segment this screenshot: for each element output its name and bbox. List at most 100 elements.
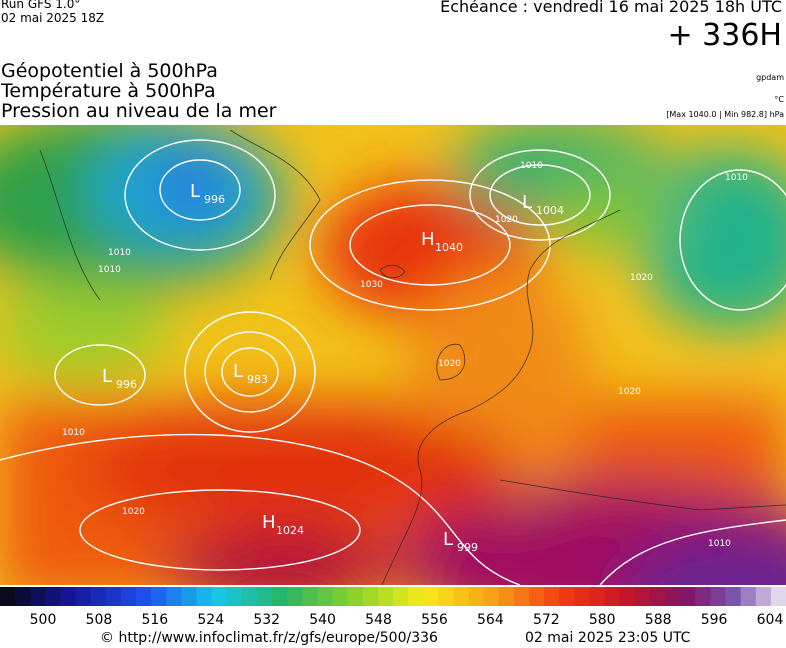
colorbar-swatch xyxy=(302,587,318,606)
unit-temperature: °C xyxy=(774,95,784,104)
colorbar-swatch xyxy=(423,587,439,606)
colorbar-swatch xyxy=(695,587,711,606)
isobar-label: 1020 xyxy=(618,387,641,397)
colorbar-swatch xyxy=(529,587,545,606)
colorbar-label: 500 xyxy=(30,612,57,628)
colorbar-label: 516 xyxy=(141,612,168,628)
isobar-label: 1010 xyxy=(725,173,748,183)
run-label: Run GFS 1.0° xyxy=(1,0,81,11)
colorbar-label: 556 xyxy=(421,612,448,628)
colorbar-swatch xyxy=(241,587,258,606)
colorbar-swatch xyxy=(665,587,681,606)
center-letter: L xyxy=(522,192,532,213)
center-value: 999 xyxy=(457,541,478,554)
colorbar-label: 596 xyxy=(701,612,728,628)
lead-time: + 336H xyxy=(667,18,783,53)
isobars xyxy=(0,139,786,585)
colorbar-label: 588 xyxy=(645,612,672,628)
center-value: 983 xyxy=(247,373,268,386)
colorbar-swatch xyxy=(196,587,213,606)
title-3: Pression au niveau de la mer xyxy=(1,100,277,122)
colorbar-swatch xyxy=(453,587,470,606)
center-letter: L xyxy=(233,361,243,382)
field xyxy=(0,125,786,585)
colorbar-swatch xyxy=(90,587,107,606)
colorbar-swatch xyxy=(634,587,651,606)
colorbar-swatch xyxy=(0,587,16,606)
colorbar-swatch xyxy=(256,587,273,606)
colorbar-swatch xyxy=(317,587,334,606)
center-letter: H xyxy=(421,229,435,250)
isobar-label: 1030 xyxy=(360,280,383,290)
colorbar-swatch xyxy=(105,587,122,606)
colorbar-swatch xyxy=(136,587,152,606)
center-value: 1004 xyxy=(536,204,564,217)
colorbar-swatch xyxy=(770,587,786,606)
coastlines xyxy=(39,129,786,585)
colorbar-label: 508 xyxy=(86,612,113,628)
colorbar-label: 548 xyxy=(365,612,392,628)
colorbar-swatch xyxy=(559,587,575,606)
center-letter: L xyxy=(190,181,200,202)
colorbar-swatch xyxy=(120,587,137,606)
colorbar-swatch xyxy=(544,587,560,606)
colorbar-swatch xyxy=(181,587,197,606)
center-value: 1040 xyxy=(435,241,463,254)
colorbar-swatch xyxy=(347,587,364,606)
colorbar-swatch xyxy=(377,587,394,606)
colorbar-swatch xyxy=(287,587,303,606)
isobar-label: 1010 xyxy=(708,539,731,549)
colorbar-swatch xyxy=(619,587,636,606)
colorbar-swatch xyxy=(574,587,590,606)
colorbar-swatch xyxy=(498,587,515,606)
colorbar-swatch xyxy=(408,587,424,606)
isobar-label: 1010 xyxy=(98,265,121,275)
colorbar-swatch xyxy=(393,587,409,606)
colorbar-swatch xyxy=(30,587,46,606)
isobar-label: 1020 xyxy=(630,273,653,283)
colorbar-swatch xyxy=(604,587,621,606)
colorbar-label: 580 xyxy=(589,612,616,628)
colorbar-swatch xyxy=(438,587,454,606)
colorbar-swatch xyxy=(75,587,92,606)
colorbar-label: 572 xyxy=(533,612,560,628)
center-letter: L xyxy=(102,366,112,387)
colorbar-swatch xyxy=(649,587,666,606)
colorbar-swatch xyxy=(740,587,757,606)
center-letter: L xyxy=(443,529,453,550)
colorbar-swatch xyxy=(45,587,61,606)
isobar-label: 1020 xyxy=(495,215,518,225)
colorbar-swatch xyxy=(589,587,606,606)
colorbar-swatch xyxy=(513,587,530,606)
source-url: © http://www.infoclimat.fr/z/gfs/europe/… xyxy=(100,630,438,646)
colorbar-swatch xyxy=(272,587,288,606)
colorbar-swatch xyxy=(725,587,742,606)
colorbar-swatch xyxy=(680,587,696,606)
colorbar-swatch xyxy=(332,587,349,606)
colorbar-swatch xyxy=(710,587,727,606)
isobar-label: 1010 xyxy=(62,428,85,438)
colorbar-swatch xyxy=(362,587,379,606)
isobar-label: 1010 xyxy=(108,248,131,258)
generated-time: 02 mai 2025 23:05 UTC xyxy=(525,630,691,646)
title-1: Géopotentiel à 500hPa xyxy=(1,60,218,82)
center-value: 996 xyxy=(204,193,225,206)
colorbar-swatch xyxy=(15,587,31,606)
colorbar-swatch xyxy=(166,587,182,606)
colorbar-swatch xyxy=(151,587,167,606)
forecast-time: Echéance : vendredi 16 mai 2025 18h UTC xyxy=(440,0,782,16)
pressure-range: [Max 1040.0 | Min 982.8] hPa xyxy=(666,110,784,119)
colorbar-swatch xyxy=(226,587,243,606)
colorbar-label: 524 xyxy=(197,612,224,628)
colorbar-swatch xyxy=(483,587,500,606)
colorbar-swatch xyxy=(211,587,228,606)
title-2: Température à 500hPa xyxy=(1,80,216,102)
isobar-label: 1020 xyxy=(438,359,461,369)
center-letter: H xyxy=(262,512,276,533)
center-value: 1024 xyxy=(276,524,304,537)
colorbar-label: 564 xyxy=(477,612,504,628)
isobar-label: 1020 xyxy=(122,507,145,517)
colorbar-swatch xyxy=(468,587,485,606)
